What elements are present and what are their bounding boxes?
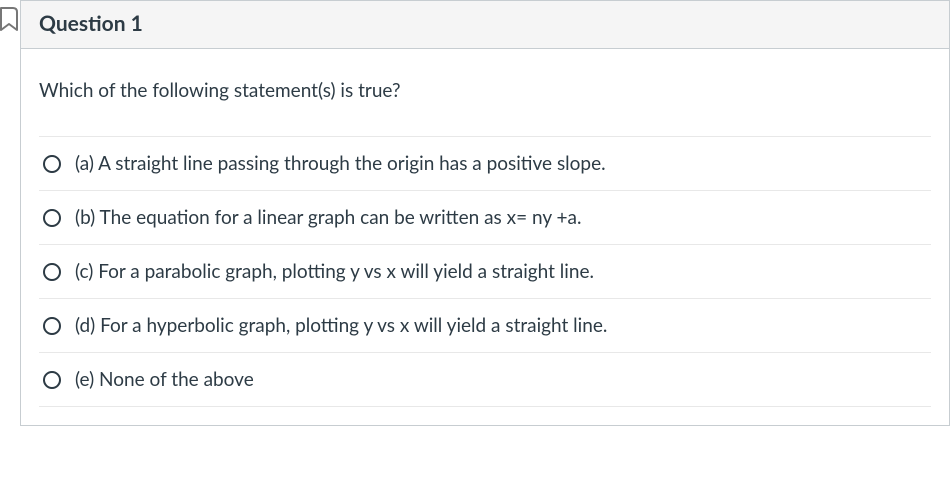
question-body: Which of the following statement(s) is t…	[21, 49, 949, 425]
option-label: (d) For a hyperbolic graph, plotting y v…	[75, 314, 607, 337]
radio-icon	[43, 155, 61, 173]
option-b[interactable]: (b) The equation for a linear graph can …	[39, 191, 931, 245]
radio-icon	[43, 371, 61, 389]
bookmark-icon[interactable]	[0, 6, 20, 34]
option-a[interactable]: (a) A straight line passing through the …	[39, 137, 931, 191]
question-header: Question 1	[21, 1, 949, 49]
option-e[interactable]: (e) None of the above	[39, 353, 931, 407]
option-label: (a) A straight line passing through the …	[75, 152, 606, 175]
option-d[interactable]: (d) For a hyperbolic graph, plotting y v…	[39, 299, 931, 353]
option-label: (e) None of the above	[75, 368, 254, 391]
radio-icon	[43, 263, 61, 281]
question-prompt: Which of the following statement(s) is t…	[39, 79, 931, 102]
option-label: (b) The equation for a linear graph can …	[75, 206, 581, 229]
option-label: (c) For a parabolic graph, plotting y vs…	[75, 260, 594, 283]
question-card: Question 1 Which of the following statem…	[20, 0, 950, 426]
option-c[interactable]: (c) For a parabolic graph, plotting y vs…	[39, 245, 931, 299]
question-title: Question 1	[39, 11, 931, 36]
options-list: (a) A straight line passing through the …	[39, 136, 931, 407]
radio-icon	[43, 317, 61, 335]
radio-icon	[43, 209, 61, 227]
